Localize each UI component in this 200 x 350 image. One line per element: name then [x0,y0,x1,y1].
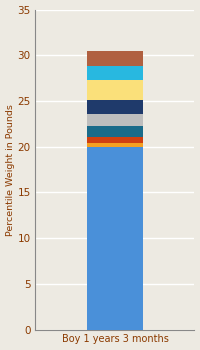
Bar [87,136,143,143]
Bar [87,143,143,147]
Bar [87,126,143,136]
Bar [87,66,143,80]
Y-axis label: Percentile Weight in Pounds: Percentile Weight in Pounds [6,104,15,236]
Bar [87,51,143,66]
Bar [87,114,143,126]
Bar [87,80,143,100]
Bar [87,100,143,114]
Bar [87,147,143,330]
